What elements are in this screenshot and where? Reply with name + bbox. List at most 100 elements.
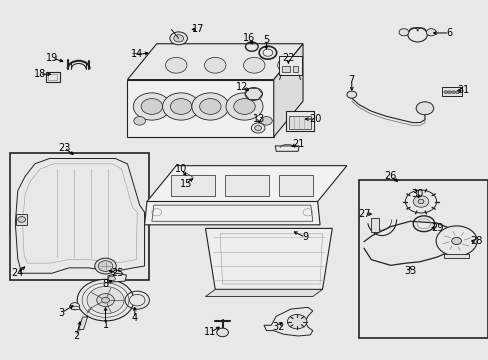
Text: 19: 19 (46, 53, 58, 63)
Text: 3: 3 (59, 308, 64, 318)
Text: 13: 13 (252, 114, 264, 124)
Circle shape (412, 196, 428, 207)
Circle shape (451, 91, 455, 94)
Circle shape (233, 99, 255, 114)
Text: 15: 15 (180, 179, 192, 189)
Text: 27: 27 (358, 209, 370, 219)
Bar (48, 74, 57, 80)
Circle shape (415, 102, 433, 115)
Bar (16, 214, 27, 225)
Circle shape (287, 315, 306, 329)
Text: 23: 23 (58, 143, 70, 153)
Text: 6: 6 (446, 28, 451, 38)
Text: 32: 32 (272, 322, 284, 332)
Polygon shape (144, 202, 320, 225)
Polygon shape (79, 317, 87, 329)
Text: 16: 16 (243, 33, 255, 43)
Circle shape (346, 91, 356, 98)
Bar (285, 111, 314, 131)
Circle shape (398, 29, 408, 36)
Bar (441, 87, 462, 96)
Circle shape (455, 91, 459, 94)
Circle shape (162, 93, 199, 120)
Bar (278, 56, 302, 75)
Polygon shape (205, 228, 331, 289)
Circle shape (260, 117, 272, 125)
Bar (370, 218, 378, 232)
Circle shape (244, 87, 262, 100)
Circle shape (141, 99, 162, 114)
Circle shape (98, 261, 113, 271)
Bar (71, 306, 79, 309)
Text: 22: 22 (282, 53, 294, 63)
Circle shape (225, 93, 263, 120)
Circle shape (254, 126, 261, 131)
Bar (281, 66, 290, 72)
Circle shape (426, 29, 435, 36)
Polygon shape (108, 273, 126, 282)
Text: 11: 11 (204, 327, 216, 337)
Circle shape (417, 199, 423, 204)
Circle shape (95, 258, 116, 274)
Text: 12: 12 (235, 82, 248, 92)
Circle shape (443, 91, 447, 94)
Circle shape (451, 237, 461, 244)
Text: 14: 14 (131, 49, 143, 59)
Polygon shape (275, 146, 299, 151)
Circle shape (70, 303, 80, 310)
Circle shape (248, 90, 258, 98)
Text: 10: 10 (175, 164, 187, 174)
Circle shape (243, 57, 264, 73)
Circle shape (435, 226, 476, 256)
Bar (288, 116, 311, 129)
Text: 5: 5 (263, 35, 269, 45)
Bar (358, 180, 488, 338)
Bar (293, 66, 298, 72)
Text: 21: 21 (291, 139, 304, 149)
Text: 26: 26 (384, 171, 396, 181)
Bar (46, 72, 60, 82)
Text: 24: 24 (12, 268, 24, 278)
Text: 18: 18 (34, 69, 46, 79)
Text: 1: 1 (102, 320, 108, 330)
Circle shape (170, 99, 191, 114)
Text: 29: 29 (430, 224, 443, 233)
Circle shape (169, 32, 187, 45)
Circle shape (133, 93, 170, 120)
Circle shape (87, 287, 124, 314)
Text: 9: 9 (302, 232, 308, 242)
Polygon shape (147, 166, 346, 202)
Circle shape (199, 99, 221, 114)
Circle shape (134, 117, 145, 125)
Circle shape (191, 93, 228, 120)
Circle shape (277, 57, 299, 73)
Circle shape (216, 328, 228, 337)
Text: 28: 28 (469, 236, 481, 246)
Polygon shape (127, 44, 303, 80)
Bar (10, 153, 149, 280)
Circle shape (18, 217, 25, 222)
Circle shape (447, 91, 451, 94)
Polygon shape (278, 175, 312, 196)
Text: 4: 4 (131, 313, 138, 323)
Circle shape (405, 190, 436, 213)
Polygon shape (224, 175, 268, 196)
Circle shape (251, 123, 264, 133)
Text: 7: 7 (348, 75, 354, 85)
Circle shape (108, 276, 115, 281)
Circle shape (204, 57, 225, 73)
Text: 30: 30 (410, 189, 423, 199)
Bar (444, 254, 468, 258)
Circle shape (129, 294, 145, 306)
Polygon shape (244, 88, 262, 99)
Text: 2: 2 (73, 331, 79, 341)
Text: 17: 17 (192, 24, 204, 35)
Polygon shape (264, 307, 312, 336)
Polygon shape (273, 44, 303, 137)
Circle shape (77, 279, 134, 321)
Polygon shape (205, 289, 322, 297)
Polygon shape (171, 175, 215, 196)
Text: 20: 20 (308, 114, 321, 124)
Circle shape (263, 49, 272, 56)
Circle shape (173, 35, 183, 42)
